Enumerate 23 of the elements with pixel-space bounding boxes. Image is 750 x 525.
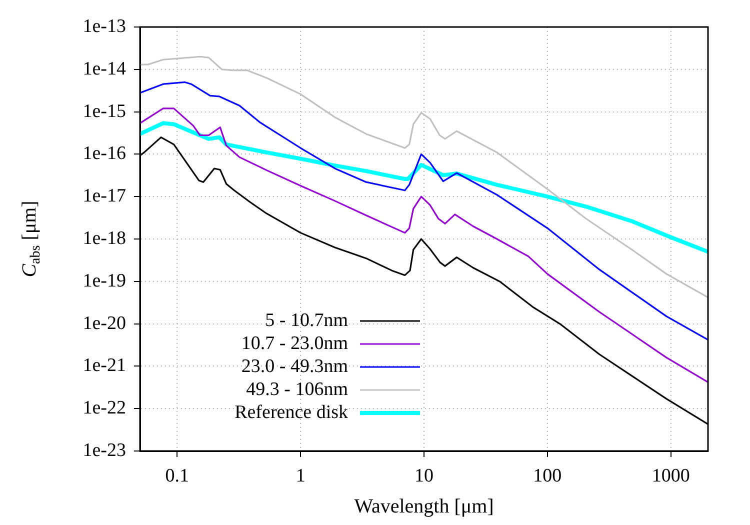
y-tick-label: 1e-21 <box>82 355 126 376</box>
x-tick-label: 0.1 <box>165 465 190 486</box>
y-tick-label: 1e-17 <box>82 186 126 207</box>
y-tick-label: 1e-16 <box>82 143 126 164</box>
y-tick-label: 1e-13 <box>82 16 126 37</box>
legend-label: 49.3 - 106nm <box>246 378 348 400</box>
x-tick-label: 100 <box>533 465 562 486</box>
x-tick-label: 10 <box>414 465 434 486</box>
x-axis-title: Wavelength [μm] <box>354 495 494 518</box>
y-tick-label: 1e-23 <box>82 440 126 461</box>
y-tick-label: 1e-22 <box>82 398 126 419</box>
y-tick-label: 1e-18 <box>82 228 126 249</box>
x-tick-label: 1 <box>296 465 306 486</box>
x-tick-label: 1000 <box>652 465 690 486</box>
legend-label: Reference disk <box>234 402 348 423</box>
legend-label: 5 - 10.7nm <box>265 310 348 331</box>
legend-label: 10.7 - 23.0nm <box>241 332 348 354</box>
y-tick-label: 1e-19 <box>82 270 126 292</box>
y-tick-label: 1e-20 <box>82 312 126 334</box>
y-tick-label: 1e-15 <box>82 100 126 122</box>
y-tick-label: 1e-14 <box>82 58 126 80</box>
y-axis-title: Cabs [μm] <box>18 200 44 278</box>
legend-label: 23.0 - 49.3nm <box>241 356 348 377</box>
